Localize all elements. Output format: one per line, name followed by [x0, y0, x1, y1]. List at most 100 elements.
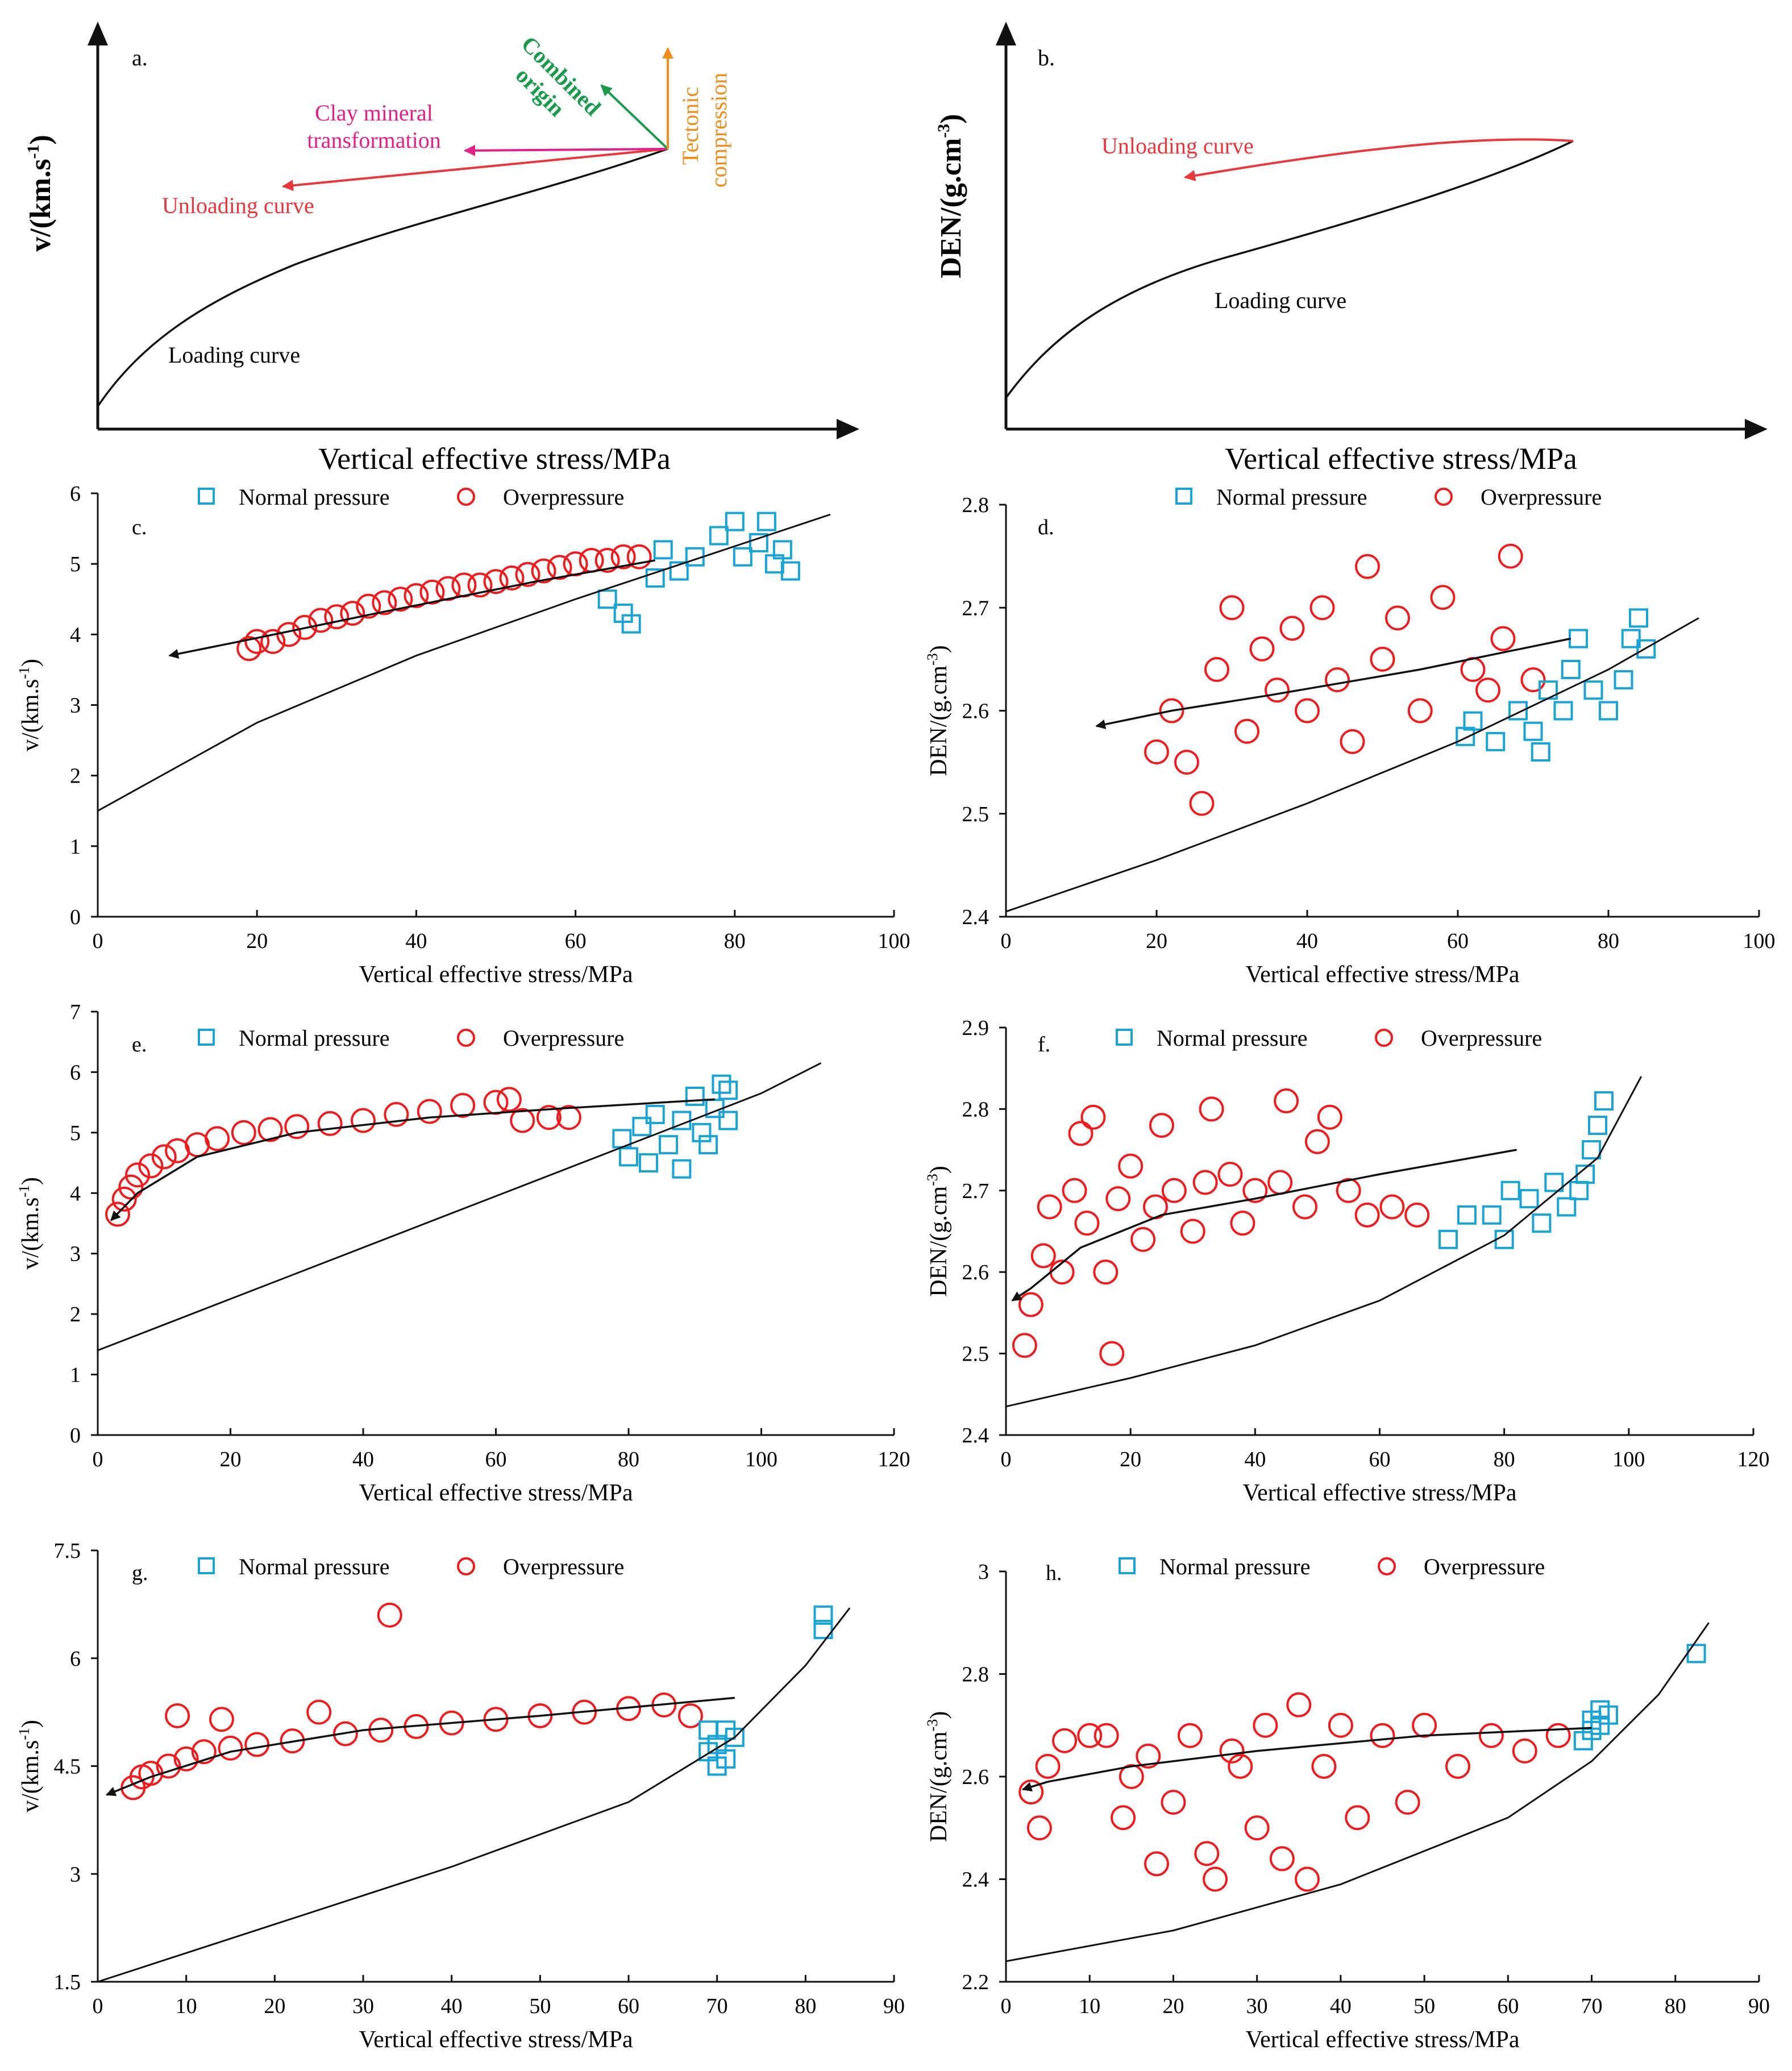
panel-c-normal-point-7 — [709, 526, 729, 546]
panel-e-x-tick-label-2: 40 — [352, 1448, 374, 1471]
panel-d-legend-over-label: Overpressure — [1481, 484, 1602, 510]
panel-c-y-tick-label-2: 2 — [70, 764, 81, 788]
panel-c-legend-normal-label: Normal pressure — [239, 484, 389, 510]
panel-d-over-point-3 — [1189, 791, 1215, 816]
panel-c-y-label: v/(km.s-1) — [16, 659, 44, 751]
panel-g-x-tick-label-8: 80 — [795, 1994, 816, 2018]
panel-d-over-point-12 — [1325, 667, 1350, 693]
panel-h-over-point-19 — [1286, 1692, 1312, 1717]
panel-h-over-point-25 — [1395, 1790, 1420, 1815]
panel-f-x-tick-label-6: 120 — [1737, 1448, 1770, 1471]
panel-f-over-point-2 — [1030, 1243, 1056, 1269]
panel-f-legend-normal-marker — [1116, 1029, 1133, 1046]
panel-e-x-label: Vertical effective stress/MPa — [359, 1480, 633, 1506]
panel-h-y-tick-label-1: 2.4 — [962, 1868, 989, 1892]
panel-g-over-point-12 — [332, 1721, 358, 1746]
panel-e-normal-point-9 — [692, 1122, 712, 1142]
panel-f-legend-over-label: Overpressure — [1421, 1025, 1542, 1051]
panel-d-label: d. — [1038, 515, 1054, 539]
panel-h-overpressure-series — [1018, 1692, 1571, 1892]
panel-f-over-point-6 — [1068, 1121, 1094, 1146]
panel-g-over-point-6 — [191, 1739, 217, 1765]
panel-e-overpressure-series — [105, 1087, 581, 1227]
panel-h-x-tick-label-6: 60 — [1497, 1994, 1519, 2018]
panel-h-over-point-17 — [1253, 1712, 1278, 1738]
panel-a-y-label-sup: -1 — [24, 145, 43, 159]
panel-g-over-point-22 — [677, 1703, 703, 1728]
panel-c-normal-point-14 — [780, 561, 800, 581]
panel-g-over-point-8 — [218, 1735, 243, 1761]
panel-c-over-point-12 — [419, 579, 445, 605]
panel-d-normal-series — [1456, 608, 1656, 762]
panel-h-y-tick-label-3: 2.8 — [962, 1663, 989, 1687]
panel-e-y-tick-label-4: 4 — [70, 1182, 81, 1205]
panel-a-loading-label: Loading curve — [168, 342, 300, 368]
panel-f-normal-point-8 — [1557, 1197, 1577, 1217]
panel-e-y-tick-label-5: 5 — [70, 1121, 81, 1145]
panel-c-over-point-9 — [372, 590, 397, 616]
panel-e-normal-point-3 — [639, 1153, 659, 1173]
panel-g-x-tick-label-7: 70 — [706, 1994, 728, 2018]
panel-e-normal-point-12 — [712, 1074, 731, 1094]
panel-e-loading-curve — [97, 1062, 822, 1351]
panel-d-over-point-0 — [1144, 739, 1169, 764]
panel-a: a. v/(km.s-1) Vertical effective stress/… — [24, 22, 859, 476]
panel-h-over-point-26 — [1412, 1712, 1437, 1738]
panel-d-over-point-21 — [1490, 626, 1516, 651]
panel-f-over-point-9 — [1093, 1259, 1119, 1285]
panel-a-combined-arrow — [600, 84, 669, 150]
panel-h-y-label-pre: DEN/(g.cm — [926, 1731, 952, 1842]
panel-g-over-point-14 — [377, 1602, 402, 1628]
panel-b-y-label: DEN/(g.cm-3) — [934, 114, 967, 278]
panel-f-over-point-12 — [1118, 1153, 1144, 1179]
panel-g-over-point-3 — [156, 1753, 181, 1779]
panel-f-legend-normal-label: Normal pressure — [1157, 1025, 1307, 1051]
panel-h-over-point-11 — [1177, 1723, 1203, 1748]
panel-h-over-point-6 — [1111, 1805, 1136, 1831]
panel-d-unloading-curve — [1095, 637, 1571, 730]
panel-e-normal-point-14 — [718, 1111, 738, 1130]
panel-h-unloading-curve — [1021, 1727, 1592, 1792]
panel-d-normal-point-13 — [1621, 629, 1641, 648]
panel-g-over-point-9 — [244, 1732, 270, 1757]
panel-f-over-point-28 — [1336, 1178, 1361, 1203]
panel-c-normal-point-10 — [749, 533, 768, 552]
panel-b-label: b. — [1038, 45, 1055, 70]
panel-d-over-point-8 — [1265, 677, 1290, 703]
panel-d-over-point-13 — [1340, 729, 1365, 754]
panel-d-over-point-23 — [1520, 667, 1546, 693]
panel-b-y-label-sup: -3 — [934, 124, 953, 138]
panel-c-over-point-1 — [244, 629, 270, 654]
panel-d-y-tick-label-1: 2.5 — [962, 802, 989, 826]
panel-h-over-point-12 — [1194, 1841, 1220, 1866]
panel-e-over-point-1 — [111, 1186, 137, 1212]
panel-g-legend-normal-label: Normal pressure — [239, 1554, 389, 1579]
panel-h-over-point-5 — [1094, 1723, 1119, 1748]
panel-e-y-tick-label-0: 0 — [70, 1424, 81, 1448]
panel-h-over-point-22 — [1328, 1712, 1353, 1738]
panel-h-over-point-0 — [1018, 1779, 1044, 1805]
panel-c-over-point-23 — [594, 547, 620, 573]
panel-c-y-tick-label-5: 5 — [70, 552, 81, 576]
panel-d-normal-point-1 — [1463, 711, 1483, 731]
panel-c-x-tick-label-1: 20 — [246, 929, 268, 953]
panel-g-overpressure-series — [120, 1602, 703, 1800]
panel-d-x-tick-label-1: 20 — [1146, 929, 1167, 953]
panel-f-over-point-5 — [1062, 1178, 1087, 1203]
panel-h-legend-over-marker — [1378, 1557, 1396, 1575]
panel-h-over-point-8 — [1136, 1743, 1161, 1769]
panel-e-normal-point-7 — [672, 1159, 692, 1179]
panel-b-y-label-pre: DEN/(g.cm — [935, 138, 967, 278]
panel-g-x-tick-label-9: 90 — [883, 1994, 905, 2018]
panel-d-normal-point-7 — [1553, 701, 1573, 721]
panel-e-y-label-sup: -1 — [16, 1185, 32, 1197]
panel-e-y-tick-label-6: 6 — [70, 1061, 81, 1084]
panel-c-normal-point-4 — [653, 540, 673, 560]
panel-h-over-point-21 — [1311, 1753, 1337, 1779]
panel-f-normal-point-11 — [1582, 1140, 1602, 1160]
panel-c-over-point-25 — [626, 544, 652, 569]
panel-f-loading-curve — [1005, 1076, 1643, 1408]
panel-h-y-tick-label-4: 3 — [978, 1560, 989, 1584]
panel-c-x-label: Vertical effective stress/MPa — [359, 962, 633, 988]
panel-e-label: e. — [132, 1033, 147, 1057]
